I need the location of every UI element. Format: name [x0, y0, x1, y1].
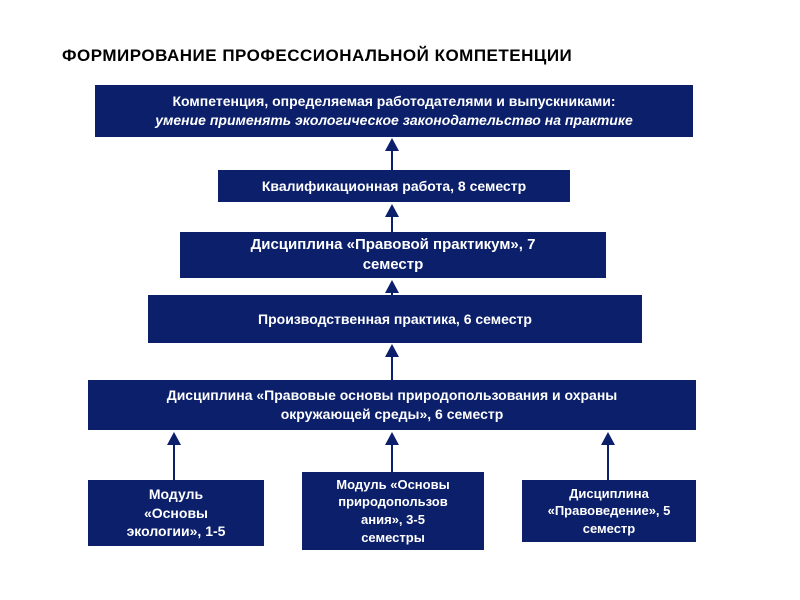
box-text: Дисциплина «Правовой практикум», 7	[251, 235, 536, 255]
arrow-stem	[391, 216, 393, 242]
box-module-nature: Модуль «Основы природопользов ания», 3-5…	[302, 472, 484, 550]
box-text: семестр	[363, 255, 424, 275]
box-text: «Правоведение», 5	[548, 502, 671, 520]
box-text: природопользов	[338, 493, 447, 511]
arrow-stem	[391, 150, 393, 180]
arrow-stem	[391, 356, 393, 390]
box-text: Модуль	[149, 485, 203, 504]
arrow-stem	[173, 444, 175, 490]
box-text: семестры	[361, 529, 425, 547]
box-text: семестр	[583, 520, 636, 538]
box-text: «Основы	[144, 504, 208, 523]
page-title: ФОРМИРОВАНИЕ ПРОФЕССИОНАЛЬНОЙ КОМПЕТЕНЦИ…	[62, 46, 572, 66]
box-text: Квалификационная работа, 8 семестр	[262, 177, 526, 196]
arrow-stem	[391, 292, 393, 306]
box-text: умение применять экологическое законодат…	[155, 111, 633, 130]
box-text: ания», 3-5	[361, 511, 425, 529]
box-discipline-law: Дисциплина «Правоведение», 5 семестр	[522, 480, 696, 542]
box-text: Компетенция, определяемая работодателями…	[173, 92, 616, 111]
box-discipline-practicum: Дисциплина «Правовой практикум», 7 семес…	[180, 232, 606, 278]
box-production-practice: Производственная практика, 6 семестр	[148, 295, 642, 343]
box-text: Производственная практика, 6 семестр	[258, 310, 532, 329]
arrow-stem	[607, 444, 609, 490]
box-module-ecology: Модуль «Основы экологии», 1-5	[88, 480, 264, 546]
box-text: Дисциплина	[569, 485, 649, 503]
box-text: окружающей среды», 6 семестр	[281, 405, 504, 424]
box-competency: Компетенция, определяемая работодателями…	[95, 85, 693, 137]
box-qualification: Квалификационная работа, 8 семестр	[218, 170, 570, 202]
arrow-stem	[391, 444, 393, 482]
box-text: экологии», 1-5	[127, 522, 226, 541]
